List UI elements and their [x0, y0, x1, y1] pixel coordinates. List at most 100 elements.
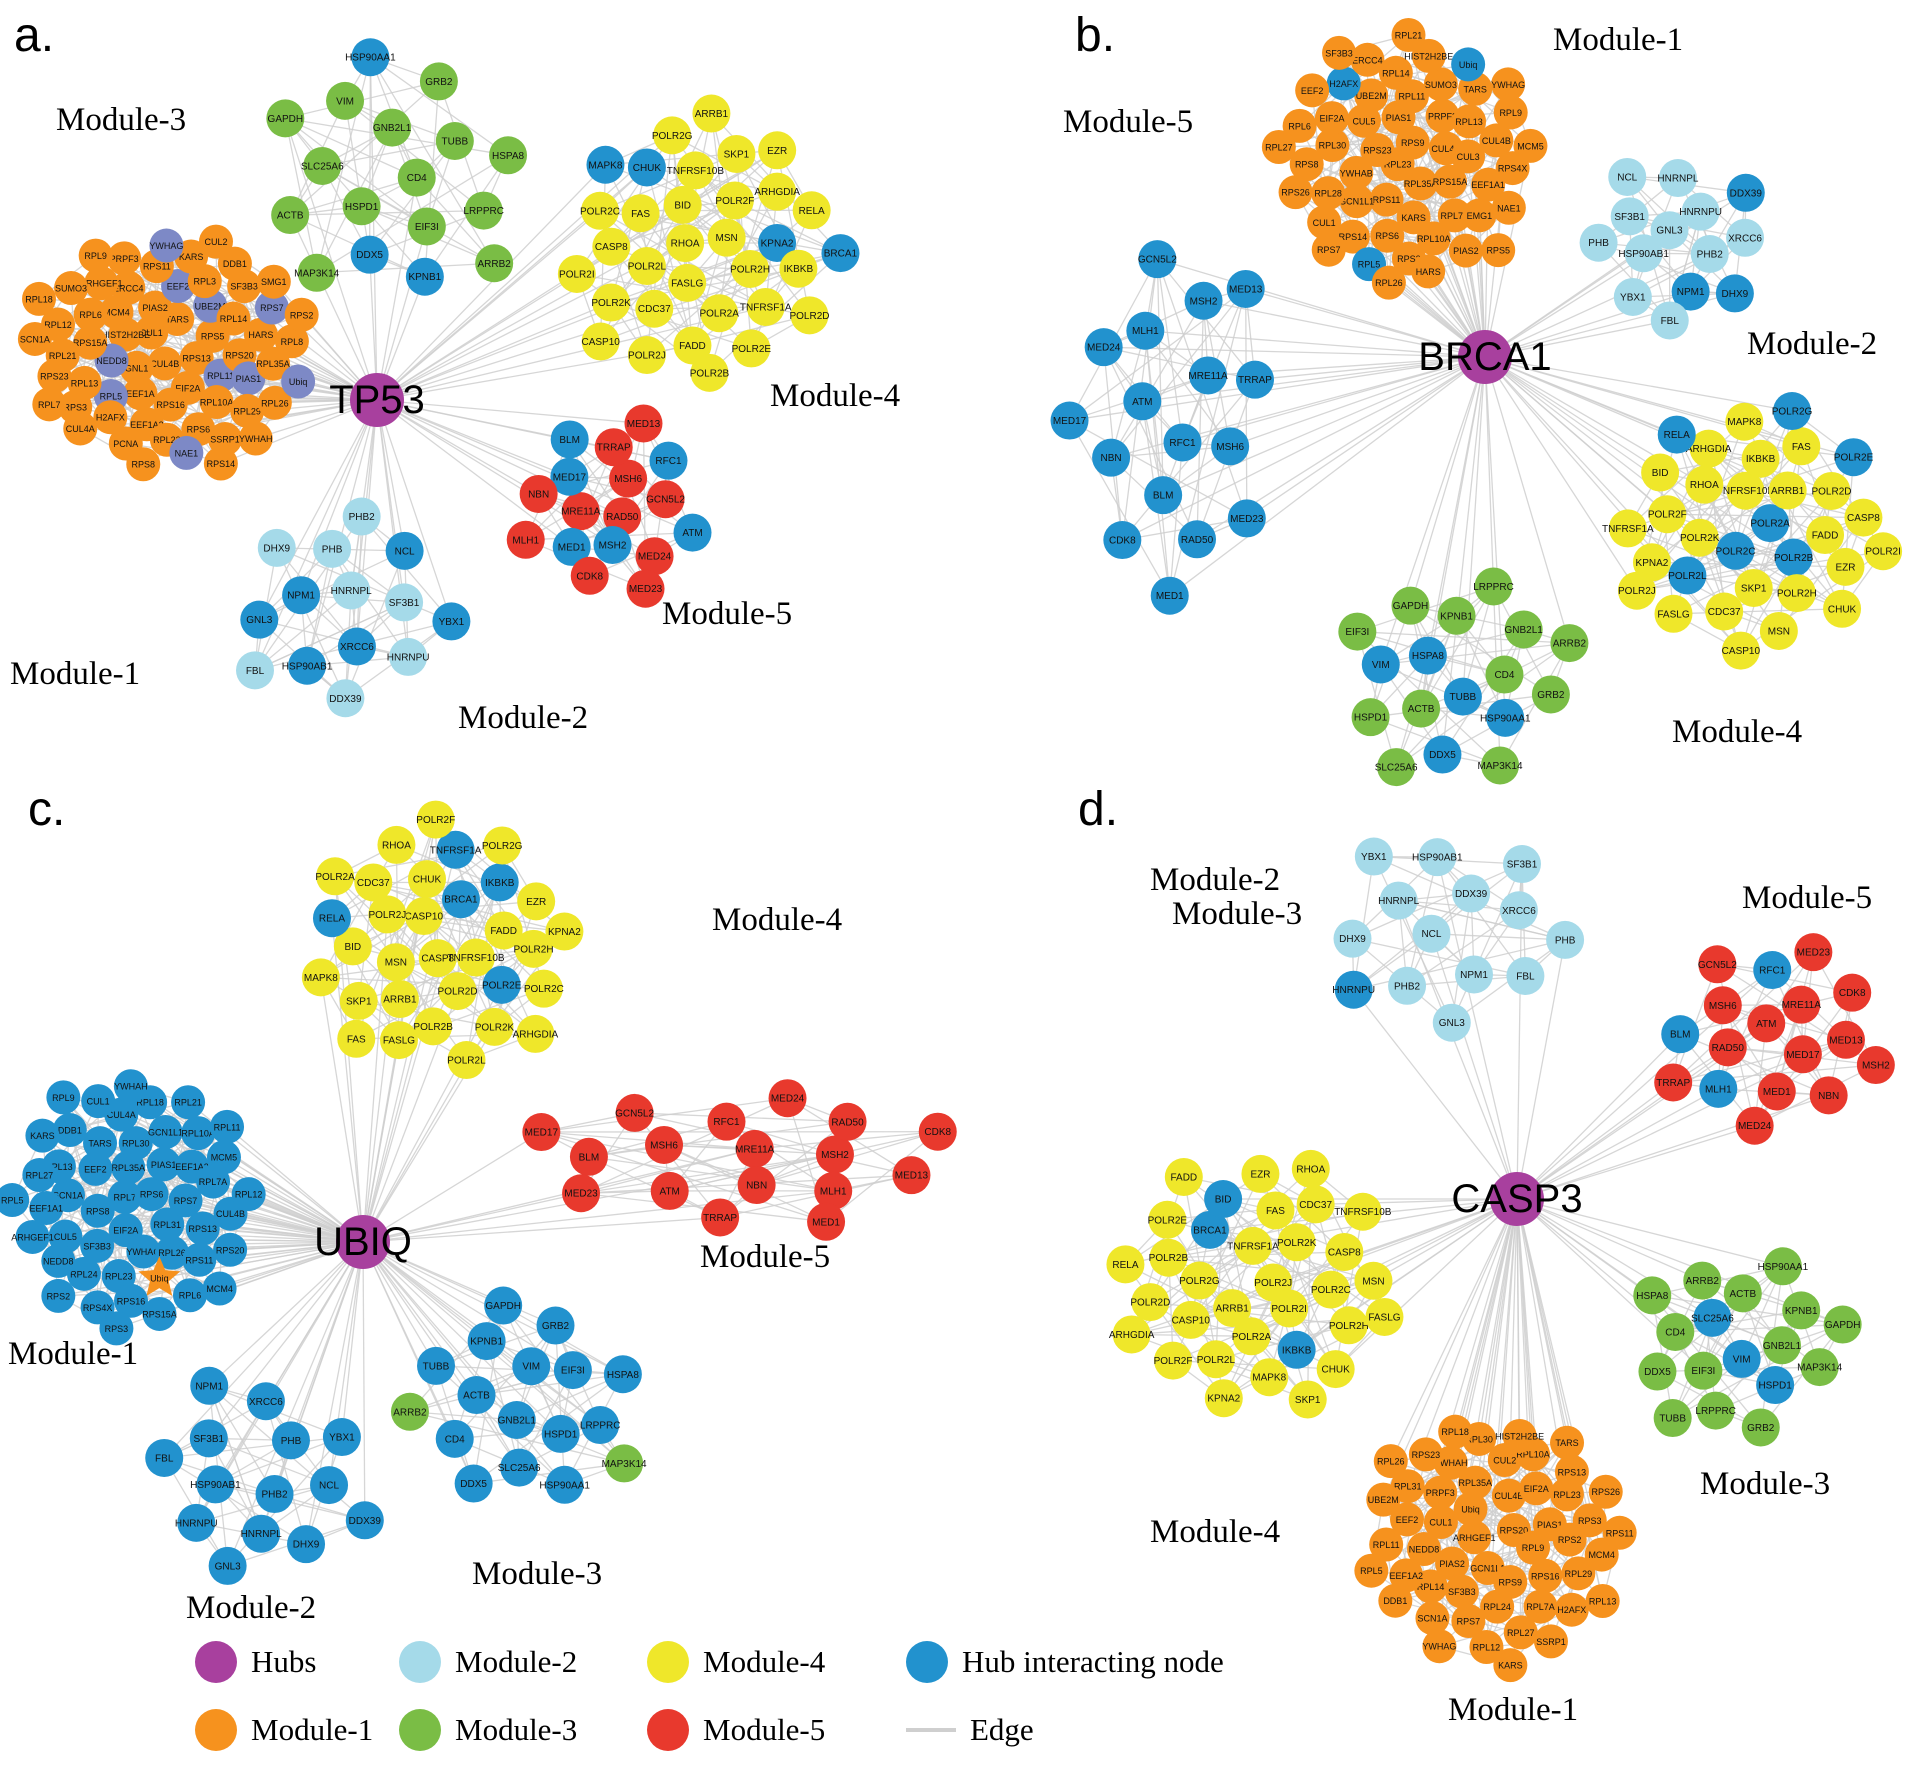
node-EMG1[interactable]: [1462, 198, 1497, 233]
node-ARRB2[interactable]: [390, 1392, 429, 1431]
node-XRCC6[interactable]: [1499, 891, 1538, 930]
node-HSPA8[interactable]: [1633, 1276, 1672, 1315]
node-HNRNPL[interactable]: [1379, 881, 1418, 920]
node-GNL3[interactable]: [1650, 211, 1689, 250]
node-BLM[interactable]: [1144, 476, 1183, 515]
node-HSP90AB1[interactable]: [1624, 234, 1663, 273]
node-YBX1[interactable]: [1613, 277, 1652, 316]
node-FASLG[interactable]: [668, 263, 707, 302]
node-DDB1[interactable]: [52, 1113, 87, 1148]
node-MSN[interactable]: [376, 943, 415, 982]
node-LRPPRC[interactable]: [1474, 567, 1513, 606]
node-ERCC4[interactable]: [111, 270, 146, 305]
node-DDX39[interactable]: [326, 679, 365, 718]
node-RPL14[interactable]: [216, 301, 251, 336]
node-RPL10A[interactable]: [1416, 221, 1451, 256]
node-EZR[interactable]: [1826, 547, 1865, 586]
node-GCN5L2[interactable]: [646, 480, 685, 519]
node-BID[interactable]: [1641, 453, 1680, 492]
node-UBE2M[interactable]: [1366, 1482, 1401, 1517]
node-HARS[interactable]: [1411, 254, 1446, 289]
node-TNFRSF1A[interactable]: [1234, 1226, 1273, 1265]
node-RFC1[interactable]: [649, 441, 688, 480]
node-PHB2[interactable]: [342, 497, 381, 536]
node-BID[interactable]: [1204, 1180, 1243, 1219]
node-RAD50[interactable]: [1708, 1028, 1747, 1067]
node-CHUK[interactable]: [1316, 1350, 1355, 1389]
node-MLH1[interactable]: [1126, 311, 1165, 350]
node-YBX1[interactable]: [432, 602, 471, 641]
node-FAS[interactable]: [1782, 427, 1821, 466]
node-RPL27[interactable]: [1503, 1615, 1538, 1650]
node-FBL[interactable]: [1650, 301, 1689, 340]
node-KARS[interactable]: [1396, 200, 1431, 235]
node-RPL21[interactable]: [171, 1085, 206, 1120]
node-RPL7[interactable]: [107, 1179, 142, 1214]
node-RPS7[interactable]: [254, 290, 289, 325]
node-RPL13[interactable]: [1585, 1584, 1620, 1619]
node-ARHGDIA[interactable]: [758, 172, 797, 211]
node-MED17[interactable]: [522, 1113, 561, 1152]
node-TRRAP[interactable]: [701, 1198, 740, 1237]
node-VIM[interactable]: [1361, 645, 1400, 684]
node-PIAS2[interactable]: [138, 290, 173, 325]
node-PHB2[interactable]: [1690, 235, 1729, 274]
node-CUL4B[interactable]: [1491, 1478, 1526, 1513]
node-MED24[interactable]: [768, 1079, 807, 1118]
node-KPNB1[interactable]: [1782, 1291, 1821, 1330]
node-EZR[interactable]: [758, 131, 797, 170]
node-MSH6[interactable]: [1703, 986, 1742, 1025]
node-HSPA8[interactable]: [489, 136, 528, 175]
node-POLR2A[interactable]: [1751, 504, 1790, 543]
node-MRE11A[interactable]: [1189, 356, 1228, 395]
node-RPS23[interactable]: [1360, 133, 1395, 168]
node-YWHAG[interactable]: [1491, 67, 1526, 102]
node-YWHAG[interactable]: [1422, 1629, 1457, 1664]
node-RPL26[interactable]: [155, 1235, 190, 1270]
node-MED24[interactable]: [1084, 328, 1123, 367]
node-TNFRSF10B[interactable]: [1726, 471, 1765, 510]
node-GRB2[interactable]: [419, 62, 458, 101]
node-ACTB[interactable]: [1402, 689, 1441, 728]
node-HIST2H2BE[interactable]: [1411, 38, 1446, 73]
node-CD4[interactable]: [435, 1419, 474, 1458]
node-RAD50[interactable]: [603, 497, 642, 536]
node-POLR2E[interactable]: [732, 329, 771, 368]
node-H2AFX[interactable]: [1554, 1592, 1589, 1627]
node-RFC1[interactable]: [707, 1102, 746, 1141]
node-RPL12[interactable]: [231, 1177, 266, 1212]
node-MAPK8[interactable]: [586, 145, 625, 184]
node-POLR2D[interactable]: [438, 972, 477, 1011]
node-RPL6[interactable]: [1282, 108, 1317, 143]
node-HSPD1[interactable]: [1756, 1366, 1795, 1405]
node-RPS26[interactable]: [1278, 175, 1313, 210]
node-GCN5L2[interactable]: [1698, 945, 1737, 984]
node-BID[interactable]: [333, 927, 372, 966]
node-EEF2[interactable]: [1390, 1502, 1425, 1537]
node-ARRB1[interactable]: [1213, 1289, 1252, 1328]
node-ARRB2[interactable]: [1683, 1261, 1722, 1300]
node-RPL7[interactable]: [32, 387, 67, 422]
node-MSH2[interactable]: [1184, 281, 1223, 320]
node-POLR2K[interactable]: [1277, 1223, 1316, 1262]
node-RPL26[interactable]: [1373, 1444, 1408, 1479]
node-POLR2I[interactable]: [557, 254, 596, 293]
node-ERCC4[interactable]: [1350, 42, 1385, 77]
node-SKP1[interactable]: [1288, 1380, 1327, 1419]
node-EEF2[interactable]: [1295, 73, 1330, 108]
node-POLR2G[interactable]: [483, 826, 522, 865]
node-FAS[interactable]: [337, 1019, 376, 1058]
node-POLR2C[interactable]: [1716, 531, 1755, 570]
node-POLR2E[interactable]: [1834, 438, 1873, 477]
node-YWHAG[interactable]: [149, 228, 184, 263]
node-RPS23[interactable]: [1408, 1437, 1443, 1472]
node-POLR2L[interactable]: [1196, 1340, 1235, 1379]
node-ATM[interactable]: [673, 513, 712, 552]
node-FADD[interactable]: [1164, 1158, 1203, 1197]
node-MED24[interactable]: [1735, 1106, 1774, 1145]
node-NCL[interactable]: [385, 531, 424, 570]
node-RELA[interactable]: [1106, 1245, 1145, 1284]
node-RAD50[interactable]: [828, 1102, 867, 1141]
node-CUL4B[interactable]: [147, 346, 182, 381]
node-NPM1[interactable]: [1454, 955, 1493, 994]
